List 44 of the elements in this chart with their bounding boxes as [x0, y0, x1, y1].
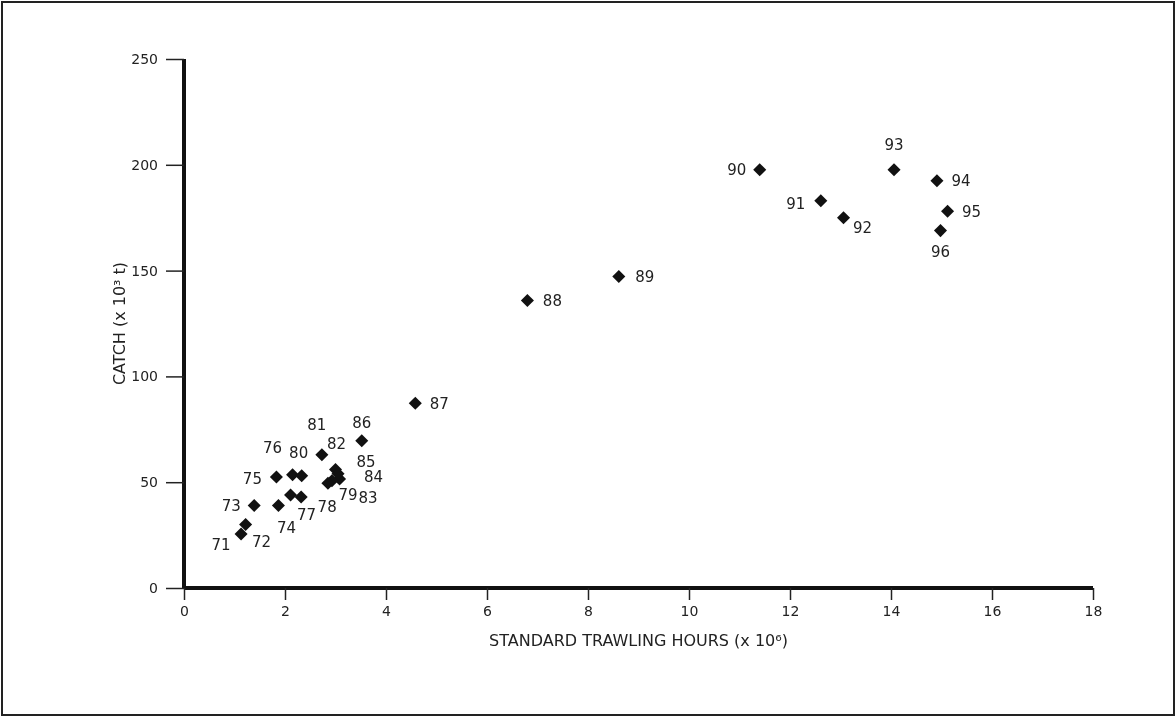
x-tick-label: 2	[281, 602, 290, 619]
annotation: 75	[242, 470, 262, 489]
annotation: 77	[297, 506, 317, 525]
annotation: 81	[307, 415, 327, 434]
annotation: 94	[951, 171, 971, 190]
y-tick-label: 0	[149, 579, 158, 596]
x-tick-label: 14	[882, 602, 901, 619]
x-axis-title: STANDARD TRAWLING HOURS (x 10⁶)	[489, 631, 788, 650]
x-tick-label: 10	[680, 602, 699, 619]
x-tick-label: 8	[584, 602, 593, 619]
annotation: 79	[338, 485, 358, 504]
x-tick-label: 12	[781, 602, 800, 619]
y-axis-title: CATCH (x 10³ t)	[110, 261, 129, 386]
y-tick-label: 150	[131, 262, 158, 279]
annotation: 96	[930, 242, 951, 261]
annotation: 76	[263, 439, 283, 458]
annotation: 84	[363, 468, 384, 487]
x-tick-label: 0	[180, 602, 189, 619]
y-tick-label: 200	[131, 156, 158, 173]
annotation: 74	[276, 518, 296, 537]
annotation: 85	[356, 452, 376, 471]
annotation: 89	[635, 267, 655, 286]
annotation: 91	[786, 195, 806, 214]
annotation: 95	[962, 202, 982, 221]
x-tick-label: 4	[382, 602, 392, 619]
y-tick-label: 50	[140, 474, 158, 491]
annotation: 88	[542, 291, 562, 310]
y-tick-label: 250	[131, 50, 158, 67]
annotation: 92	[852, 218, 873, 237]
annotation: 90	[727, 160, 747, 179]
annotation: 86	[352, 413, 372, 432]
x-tick-label: 16	[983, 602, 1002, 619]
annotation: 82	[326, 434, 347, 453]
y-tick-label: 100	[131, 368, 158, 385]
x-tick-label: 6	[483, 602, 493, 619]
annotation: 72	[252, 532, 272, 551]
annotation: 93	[884, 135, 904, 154]
annotation: 78	[317, 498, 337, 517]
x-tick-label: 18	[1084, 602, 1103, 619]
annotation: 73	[221, 496, 241, 515]
annotation: 80	[289, 444, 309, 463]
annotation: 71	[211, 536, 231, 555]
annotation: 87	[429, 394, 449, 413]
annotation: 83	[358, 488, 378, 507]
